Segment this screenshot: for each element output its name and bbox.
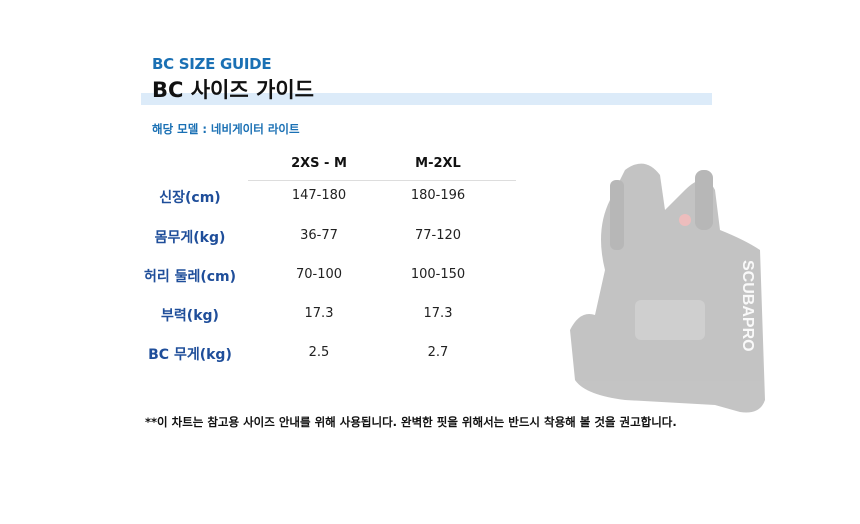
- cell-value: 180-196: [410, 188, 466, 203]
- column-header: 2XS - M: [291, 156, 347, 171]
- title-highlight-bar: [141, 93, 712, 105]
- cell-value: 77-120: [414, 228, 462, 243]
- brand-text: SCUBAPRO: [739, 260, 756, 352]
- bcd-product-image: SCUBAPRO: [570, 163, 765, 413]
- cell-value: 2.7: [427, 345, 449, 360]
- cell-value: 70-100: [295, 267, 343, 282]
- page-title: BC 사이즈 가이드: [152, 78, 314, 102]
- column-header: M-2XL: [415, 156, 461, 171]
- row-label: 신장(cm): [159, 190, 221, 206]
- applicable-model: 해당 모델 : 네비게이터 라이트: [152, 122, 300, 136]
- page-subtitle: BC SIZE GUIDE: [152, 55, 272, 73]
- cell-value: 147-180: [291, 188, 347, 203]
- row-label: BC 무게(kg): [148, 347, 232, 363]
- row-label: 몸무게(kg): [154, 230, 226, 246]
- cell-value: 36-77: [300, 228, 338, 243]
- footnote: **이 차트는 참고용 사이즈 안내를 위해 사용됩니다. 완벽한 핏을 위해서…: [145, 415, 677, 429]
- cell-value: 17.3: [423, 306, 453, 321]
- header-divider: [248, 180, 516, 181]
- cell-value: 100-150: [410, 267, 466, 282]
- row-label: 부력(kg): [161, 308, 219, 324]
- cell-value: 17.3: [304, 306, 334, 321]
- row-label: 허리 둘레(cm): [143, 269, 237, 285]
- cell-value: 2.5: [308, 345, 330, 360]
